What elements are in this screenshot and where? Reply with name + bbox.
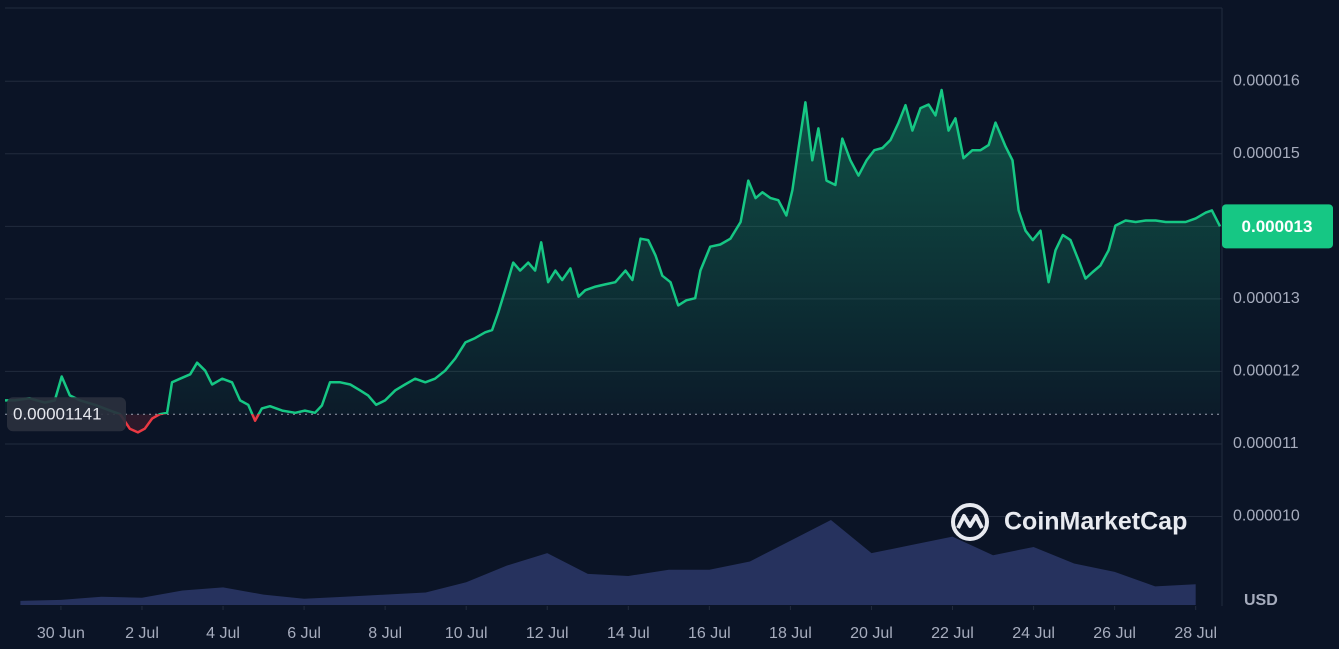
volume-area — [20, 520, 1196, 605]
x-tick-label: 2 Jul — [125, 625, 159, 642]
x-tick-label: 24 Jul — [1012, 625, 1055, 642]
y-tick-label: 0.000011 — [1233, 435, 1299, 452]
watermark-text: CoinMarketCap — [1004, 508, 1187, 536]
currency-label: USD — [1244, 592, 1278, 609]
x-tick-label: 8 Jul — [368, 625, 402, 642]
x-tick-label: 30 Jun — [37, 625, 85, 642]
watermark: CoinMarketCap — [951, 503, 1187, 541]
x-tick-label: 18 Jul — [769, 625, 812, 642]
x-tick-label: 10 Jul — [445, 625, 488, 642]
y-tick-label: 0.000016 — [1233, 72, 1300, 89]
y-tick-label: 0.000013 — [1233, 290, 1300, 307]
x-tick-label: 4 Jul — [206, 625, 240, 642]
area-above — [5, 90, 1220, 415]
current-price-label: 0.000013 — [1242, 217, 1313, 236]
current-price-badge — [1222, 204, 1333, 249]
y-tick-label: 0.000015 — [1233, 145, 1300, 162]
x-tick-label: 14 Jul — [607, 625, 650, 642]
x-tick-label: 12 Jul — [526, 625, 569, 642]
watermark-logo — [951, 503, 989, 541]
x-tick-label: 16 Jul — [688, 625, 731, 642]
x-tick-label: 22 Jul — [931, 625, 974, 642]
baseline-badge — [7, 397, 126, 432]
baseline-label: 0.00001141 — [13, 405, 102, 424]
y-tick-label: 0.000010 — [1233, 508, 1300, 525]
x-tick-label: 28 Jul — [1174, 625, 1217, 642]
x-tick-label: 26 Jul — [1093, 625, 1136, 642]
x-tick-label: 6 Jul — [287, 625, 321, 642]
price-line — [5, 88, 1222, 415]
y-tick-label: 0.000012 — [1233, 363, 1300, 380]
x-tick-label: 20 Jul — [850, 625, 893, 642]
watermark-logo-mark — [956, 514, 984, 529]
